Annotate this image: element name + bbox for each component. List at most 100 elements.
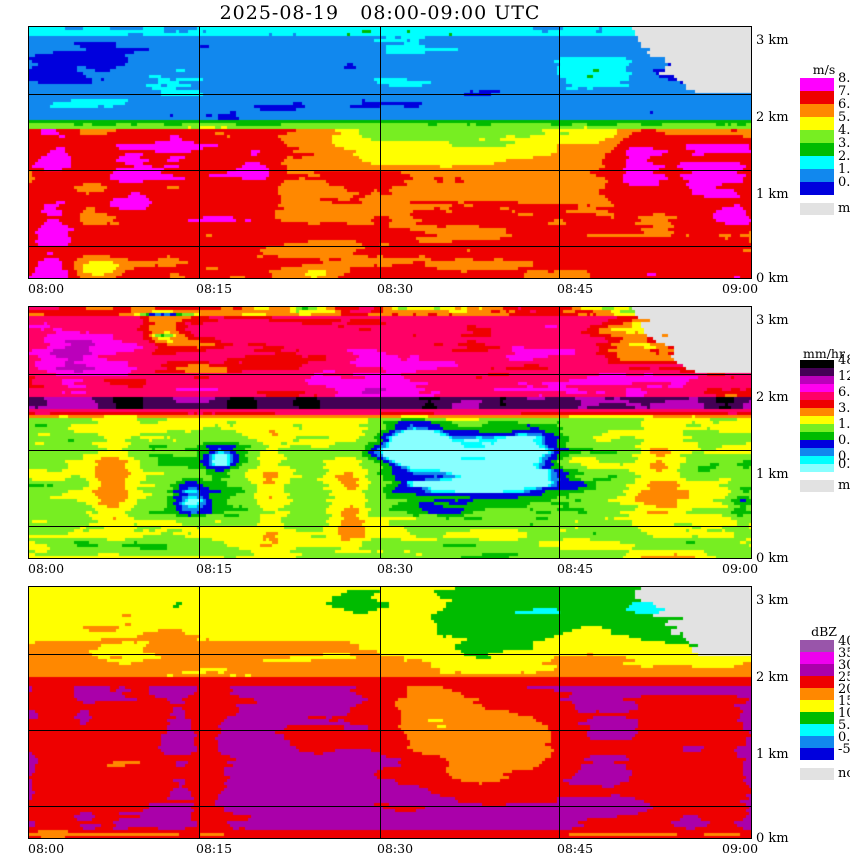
colorbar-swatch[interactable]	[800, 440, 834, 448]
colorbar-unit-fall-velocity: m/s	[812, 62, 836, 77]
colorbar-swatch[interactable]	[800, 688, 834, 700]
colorbar-swatch[interactable]	[800, 640, 834, 652]
colorbar-tick-label: 3.0	[838, 136, 850, 151]
colorbar-tick-label: 48.0	[838, 353, 850, 368]
colorbar-swatch[interactable]	[800, 360, 834, 368]
xtick: 08:30	[377, 561, 414, 576]
colorbar-tick-label: 0.0	[838, 457, 850, 472]
colorbar-unit-rain-intensity: mm/hr	[803, 346, 845, 361]
colorbar-swatch[interactable]	[800, 416, 834, 424]
ytick: 0 km	[756, 271, 789, 286]
colorbar-tick-label: 2.0	[838, 149, 850, 164]
colorbar-missing-label: miss	[838, 201, 850, 216]
xtick: 08:15	[196, 841, 233, 856]
ytick: 3 km	[756, 313, 789, 328]
colorbar-swatch[interactable]	[800, 712, 834, 724]
colorbar-swatch[interactable]	[800, 456, 834, 464]
xtick: 09:00	[722, 281, 759, 296]
colorbar-swatch[interactable]	[800, 368, 834, 376]
colorbar-tick-label: 7.0	[838, 84, 850, 99]
colorbar-tick-label: 35.0	[838, 646, 850, 661]
plot-area-reflectivity[interactable]	[28, 586, 752, 839]
colorbar-swatch[interactable]	[800, 432, 834, 440]
xtick: 08:00	[28, 281, 65, 296]
colorbar-swatch[interactable]	[800, 392, 834, 400]
colorbar-swatch[interactable]	[800, 676, 834, 688]
colorbar-swatch[interactable]	[800, 448, 834, 456]
colorbar-swatch[interactable]	[800, 464, 834, 472]
colorbar-tick-label: 6.0	[838, 385, 850, 400]
ytick: 1 km	[756, 187, 789, 202]
colorbar-swatch[interactable]	[800, 182, 834, 195]
panel-label-fall-velocity: Fall Velocity	[0, 26, 75, 278]
colorbar-swatch[interactable]	[800, 724, 834, 736]
xtick: 09:00	[722, 561, 759, 576]
colorbar-tick-label: 15.0	[838, 694, 850, 709]
colorbar-swatch[interactable]	[800, 664, 834, 676]
colorbar-tick-label: 40.0	[838, 634, 850, 649]
ytick: 2 km	[756, 110, 789, 125]
heatmap-canvas-fall-velocity	[29, 27, 751, 278]
colorbar-tick-label: 3.0	[838, 401, 850, 416]
ytick: 1 km	[756, 747, 789, 762]
colorbar-tick-label: 25.0	[838, 670, 850, 685]
colorbar-tick-label: 0.0	[838, 730, 850, 745]
colorbar-missing-swatch	[800, 768, 834, 780]
xtick: 08:30	[377, 281, 414, 296]
colorbar-swatch[interactable]	[800, 424, 834, 432]
colorbar-tick-label: 8.0	[838, 71, 850, 86]
colorbar-swatch[interactable]	[800, 78, 834, 91]
heatmap-canvas-reflectivity	[29, 587, 751, 838]
plot-area-rain-intensity[interactable]	[28, 306, 752, 559]
xtick: 08:00	[28, 841, 65, 856]
colorbar-swatch[interactable]	[800, 130, 834, 143]
panel-label-rain-intensity: Rain Intensity	[0, 306, 85, 558]
colorbar-tick-label: 1.0	[838, 162, 850, 177]
colorbar-tick-label: -5.0	[838, 742, 850, 757]
colorbar-swatch[interactable]	[800, 652, 834, 664]
xtick: 08:15	[196, 281, 233, 296]
colorbar-swatch[interactable]	[800, 169, 834, 182]
colorbar-tick-label: 6.0	[838, 97, 850, 112]
ytick: 2 km	[756, 390, 789, 405]
colorbar-tick-label: 5.0	[838, 110, 850, 125]
colorbar-swatch[interactable]	[800, 400, 834, 408]
colorbar-swatch[interactable]	[800, 104, 834, 117]
page-title: 2025-08-19 08:00-09:00 UTC	[219, 2, 541, 24]
colorbar-swatch[interactable]	[800, 376, 834, 384]
colorbar-tick-label: 10.0	[838, 706, 850, 721]
colorbar-missing-swatch	[800, 203, 834, 215]
xtick: 08:45	[557, 561, 594, 576]
xtick: 09:00	[722, 841, 759, 856]
colorbar-tick-label: 0.5	[838, 433, 850, 448]
colorbar-missing-swatch	[800, 480, 834, 492]
colorbar-swatch[interactable]	[800, 91, 834, 104]
colorbar-swatch[interactable]	[800, 156, 834, 169]
colorbar-tick-label: 12.0	[838, 369, 850, 384]
colorbar-swatch[interactable]	[800, 736, 834, 748]
xtick: 08:45	[557, 281, 594, 296]
colorbar-swatch[interactable]	[800, 117, 834, 130]
ytick: 2 km	[756, 670, 789, 685]
xtick: 08:15	[196, 561, 233, 576]
colorbar-unit-reflectivity: dBZ	[811, 624, 837, 639]
colorbar-tick-label: 0.0	[838, 175, 850, 190]
panel-label-reflectivity: Reflectivity	[0, 586, 70, 838]
colorbar-tick-label: 4.0	[838, 123, 850, 138]
colorbar-swatch[interactable]	[800, 143, 834, 156]
colorbar-tick-label: 5.0	[838, 718, 850, 733]
colorbar-swatch[interactable]	[800, 748, 834, 760]
ytick: 0 km	[756, 831, 789, 846]
colorbar-missing-label: miss	[838, 478, 850, 493]
colorbar-tick-label: 0.1	[838, 449, 850, 464]
ytick: 0 km	[756, 551, 789, 566]
colorbar-swatch[interactable]	[800, 384, 834, 392]
plot-area-fall-velocity[interactable]	[28, 26, 752, 279]
colorbar-missing-label: none	[838, 766, 850, 781]
colorbar-swatch[interactable]	[800, 408, 834, 416]
colorbar-tick-label: 30.0	[838, 658, 850, 673]
xtick: 08:00	[28, 561, 65, 576]
ytick: 3 km	[756, 593, 789, 608]
xtick: 08:45	[557, 841, 594, 856]
colorbar-swatch[interactable]	[800, 700, 834, 712]
